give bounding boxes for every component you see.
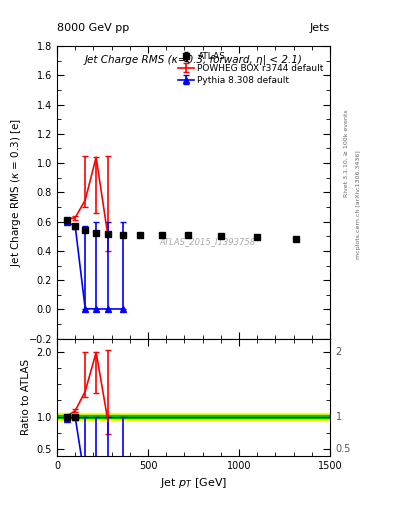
Text: 2: 2 [336, 347, 342, 357]
X-axis label: Jet $p_T$ [GeV]: Jet $p_T$ [GeV] [160, 476, 227, 490]
Text: 0.5: 0.5 [336, 444, 351, 454]
Text: 1: 1 [336, 412, 342, 422]
Text: 8000 GeV pp: 8000 GeV pp [57, 23, 129, 33]
Y-axis label: Jet Charge RMS ($\kappa$ = 0.3) [e]: Jet Charge RMS ($\kappa$ = 0.3) [e] [9, 118, 23, 267]
Y-axis label: Ratio to ATLAS: Ratio to ATLAS [21, 359, 31, 435]
Text: Jets: Jets [310, 23, 330, 33]
Text: mcplots.cern.ch [arXiv:1306.3436]: mcplots.cern.ch [arXiv:1306.3436] [356, 151, 361, 259]
Text: Rivet 3.1.10, ≥ 100k events: Rivet 3.1.10, ≥ 100k events [344, 110, 349, 198]
Legend: ATLAS, POWHEG BOX r3744 default, Pythia 8.308 default: ATLAS, POWHEG BOX r3744 default, Pythia … [174, 49, 327, 89]
Text: ATLAS_2015_I1393758: ATLAS_2015_I1393758 [159, 238, 255, 247]
Bar [57, 415, 330, 418]
Bar [57, 413, 330, 420]
Text: Jet Charge RMS (κ=0.3, forward, η| < 2.1): Jet Charge RMS (κ=0.3, forward, η| < 2.1… [84, 55, 303, 66]
